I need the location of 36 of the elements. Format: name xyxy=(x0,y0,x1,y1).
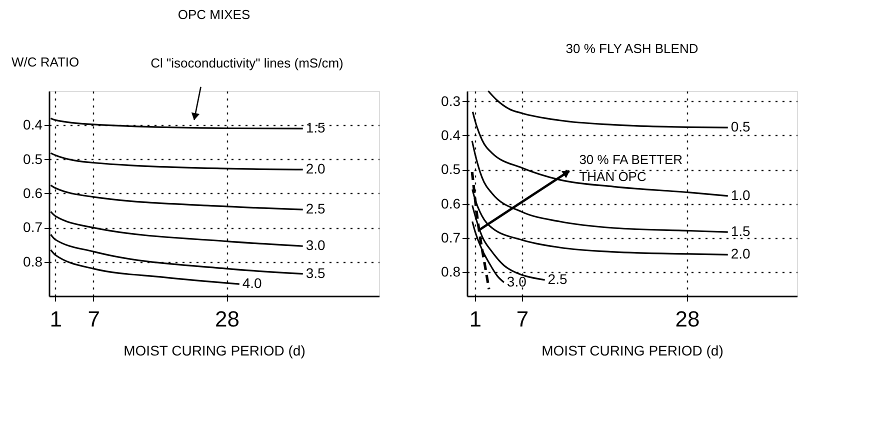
series-label: 2.5 xyxy=(306,200,326,217)
y-tick-label: 0.3 xyxy=(441,92,461,109)
x-tick-label: 1 xyxy=(469,306,482,332)
series-label: 3.5 xyxy=(306,264,326,281)
x-tick-label: 7 xyxy=(516,306,529,332)
x-axis-title: MOIST CURING PERIOD (d) xyxy=(542,342,724,358)
x-tick-label: 7 xyxy=(88,306,100,332)
y-tick-label: 0.5 xyxy=(23,150,43,167)
y-tick-label: 0.8 xyxy=(23,253,43,270)
y-tick-label: 0.4 xyxy=(441,126,461,143)
annotation: 30 % FA BETTER THAN OPC xyxy=(579,152,683,184)
chart-title: 30 % FLY ASH BLEND xyxy=(566,41,698,56)
x-tick-label: 1 xyxy=(50,306,62,332)
series-label: 4.0 xyxy=(242,275,262,292)
series-label: 1.0 xyxy=(730,186,751,203)
y-tick-label: 0.7 xyxy=(441,229,461,246)
series-label: 0.5 xyxy=(730,118,751,135)
y-axis-title: W/C RATIO xyxy=(12,54,80,70)
y-tick-label: 0.8 xyxy=(441,264,461,280)
series-label: 3.0 xyxy=(306,237,326,254)
x-tick-label: 28 xyxy=(675,306,700,332)
series-label: 1.5 xyxy=(730,223,751,240)
series-label: 3.0 xyxy=(506,273,527,290)
y-tick-label: 0.6 xyxy=(23,185,43,201)
x-axis-title: MOIST CURING PERIOD (d) xyxy=(124,342,306,358)
y-tick-label: 0.7 xyxy=(23,219,43,236)
text: Cl "isoconductivity" lines (mS/cm) xyxy=(150,56,344,70)
y-tick-label: 0.6 xyxy=(441,195,461,212)
x-tick-label: 28 xyxy=(214,306,240,332)
series-label: 2.5 xyxy=(548,270,568,287)
chart-title: OPC MIXES xyxy=(178,7,250,22)
series-label: 2.0 xyxy=(306,160,326,177)
series-label: 1.5 xyxy=(306,120,326,136)
y-tick-label: 0.4 xyxy=(23,116,43,133)
y-tick-label: 0.5 xyxy=(441,161,461,178)
series-label: 2.0 xyxy=(730,246,751,262)
